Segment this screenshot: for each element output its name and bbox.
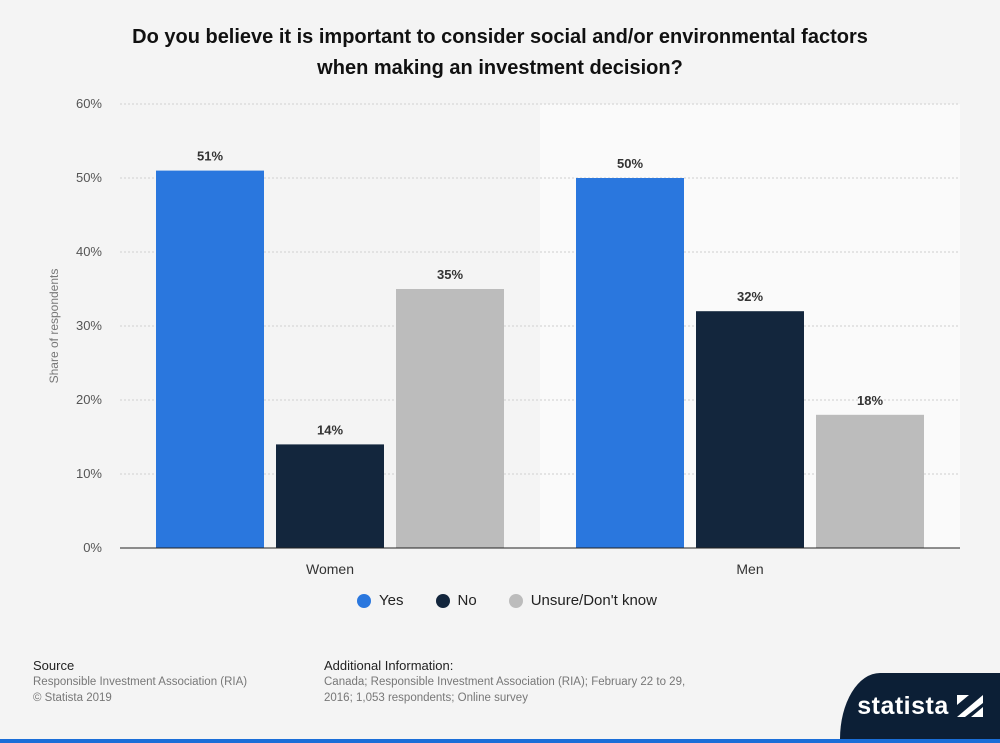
source-text: Responsible Investment Association (RIA) (33, 676, 248, 688)
y-tick-label: 30% (76, 318, 102, 333)
legend-item-unsure[interactable]: Unsure/Don't know (508, 592, 657, 609)
chart-title: Do you believe it is important to consid… (60, 22, 940, 84)
bar-men-1[interactable] (696, 311, 804, 548)
bottom-accent-line (0, 739, 1000, 743)
legend-dot-unsure (508, 593, 523, 608)
bar-chart: 0% 10% 20% 30% 40% 50% 60% Share of respondent… (47, 96, 960, 577)
legend-dot-yes (357, 593, 372, 608)
legend-dot-no (435, 593, 450, 608)
data-label: 32% (737, 289, 763, 304)
chart-title-line-1: Do you believe it is important to consid… (132, 26, 868, 48)
bar-men-0[interactable] (576, 178, 684, 548)
y-tick-label: 20% (76, 392, 102, 407)
copyright-text: © Statista 2019 (33, 692, 112, 704)
data-label: 51% (197, 149, 223, 164)
additional-info-text: Canada; Responsible Investment Associati… (324, 676, 686, 704)
y-tick-label: 10% (76, 466, 102, 481)
y-tick-label: 40% (76, 244, 102, 259)
data-label: 50% (617, 156, 643, 171)
data-label: 35% (437, 267, 463, 282)
footer-source: Source Responsible Investment Associatio… (33, 658, 247, 706)
bars: 51% 14% 35% 50% 32% 18% (156, 149, 924, 548)
legend-item-no[interactable]: No (435, 592, 477, 609)
statista-logo-text: statista (857, 691, 949, 720)
source-heading: Source (33, 658, 75, 673)
bar-women-1[interactable] (276, 444, 384, 548)
footer-additional-info: Additional Information: Canada; Responsi… (324, 658, 704, 706)
statista-logo-icon (956, 695, 983, 717)
additional-info-heading: Additional Information: (324, 658, 454, 673)
y-tick-label: 50% (76, 170, 102, 185)
data-label: 14% (317, 422, 343, 437)
x-tick-label: Men (736, 561, 763, 577)
y-tick-label: 0% (83, 540, 102, 555)
legend-label-unsure: Unsure/Don't know (530, 592, 657, 609)
chart-title-line-2: when making an investment decision? (317, 57, 683, 79)
bar-men-2[interactable] (816, 414, 924, 548)
y-tick-label: 60% (76, 96, 102, 111)
legend-item-yes[interactable]: Yes (357, 592, 404, 609)
bar-women-0[interactable] (156, 170, 264, 548)
legend-label-no: No (457, 592, 477, 609)
legend-label-yes: Yes (379, 592, 404, 609)
data-label: 18% (857, 393, 883, 408)
bar-women-2[interactable] (396, 289, 504, 548)
y-axis-ticks: 0% 10% 20% 30% 40% 50% 60% (76, 96, 102, 555)
statista-logo[interactable]: statista (840, 673, 1000, 739)
legend: Yes No Unsure/Don't know (0, 592, 1000, 609)
x-tick-label: Women (306, 561, 354, 577)
y-axis-label: Share of respondents (47, 269, 61, 384)
x-axis-ticks: Women Men (306, 561, 764, 577)
